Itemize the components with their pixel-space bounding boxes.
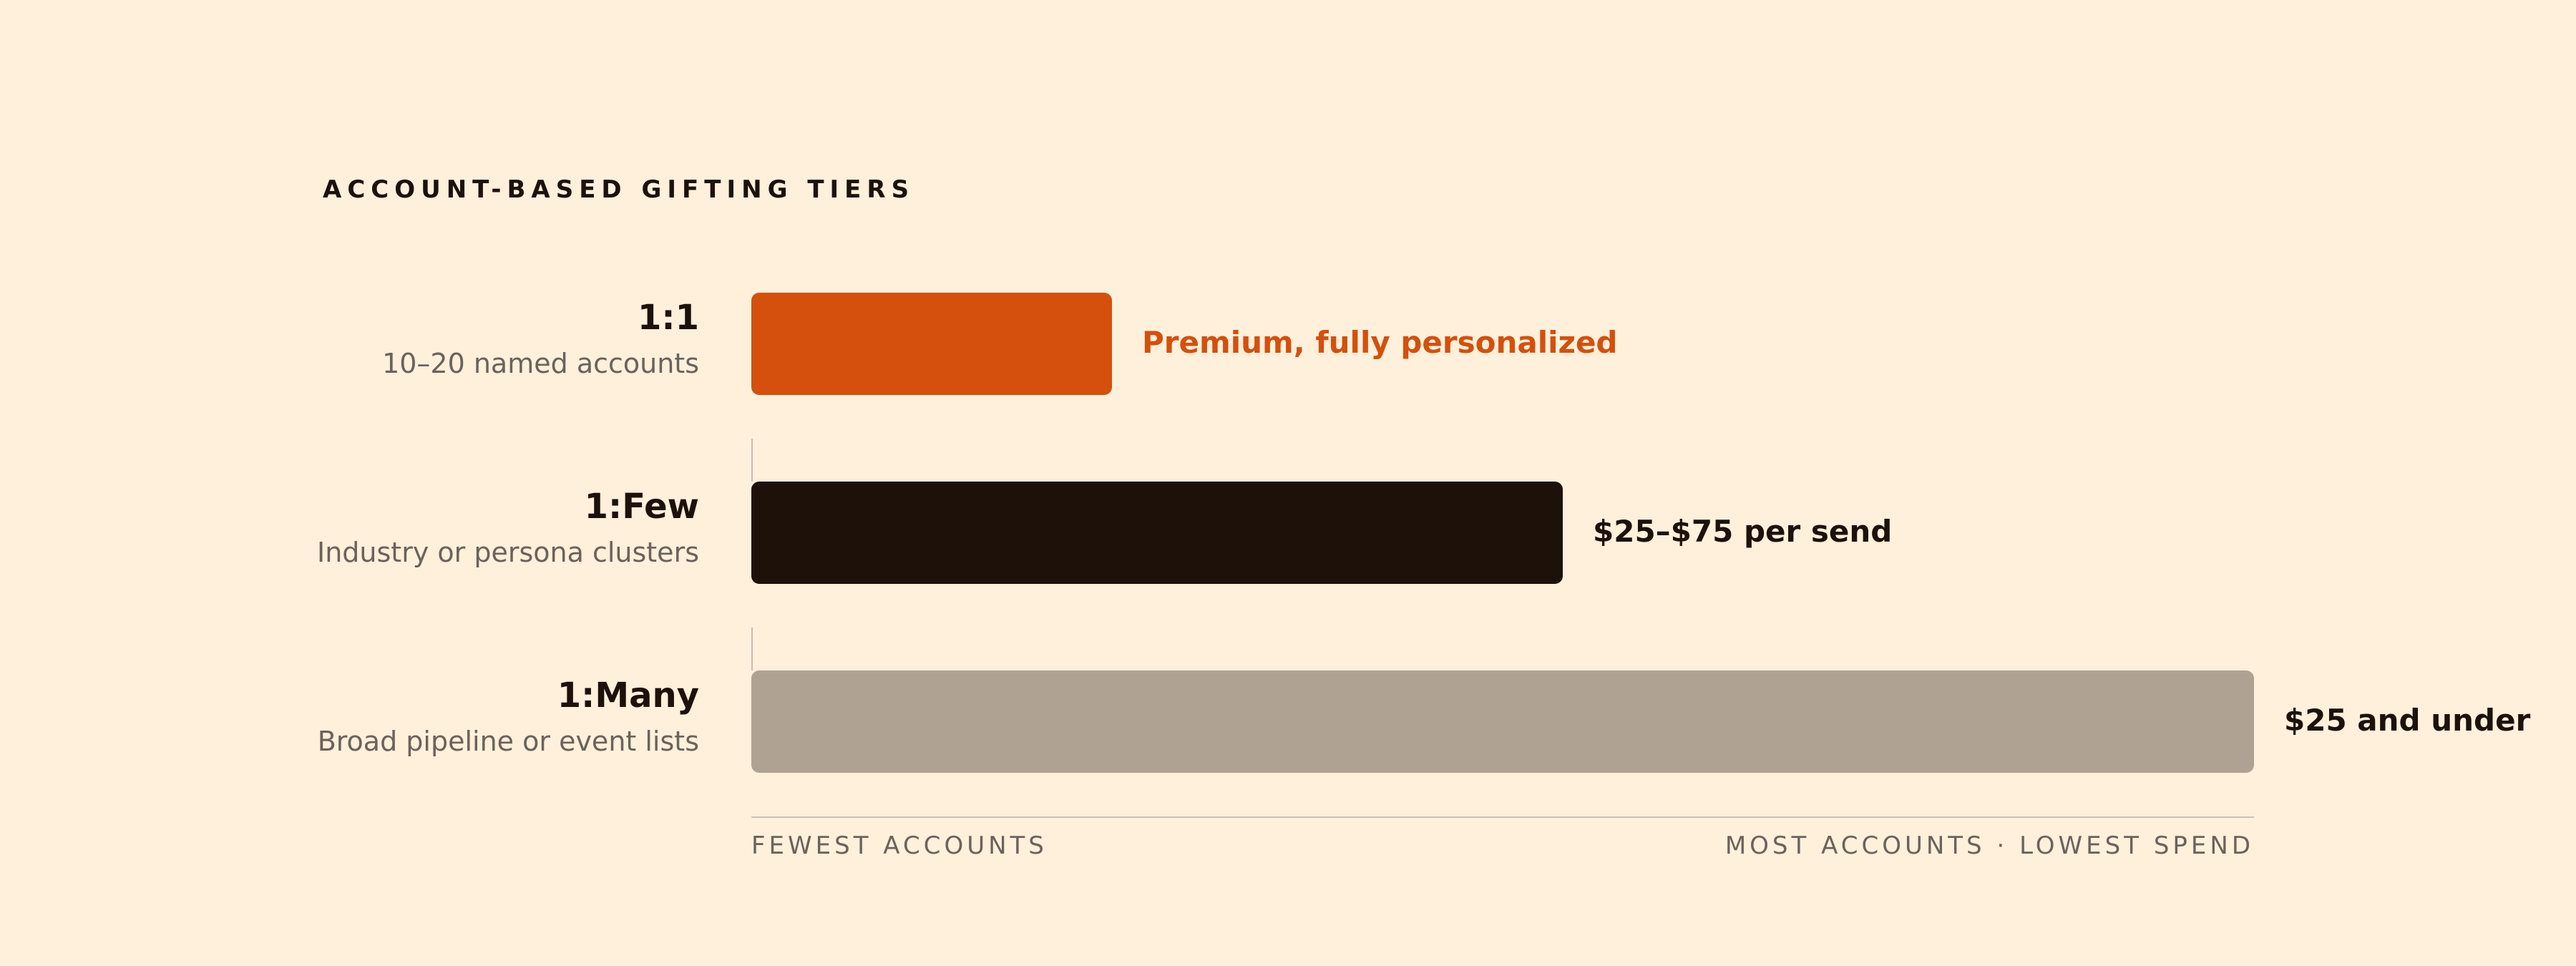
x-axis-right-label: MOST ACCOUNTS · LOWEST SPEND: [1724, 831, 2254, 860]
tier-description: Industry or persona clusters: [317, 537, 699, 568]
bar-label-1-1: Premium, fully personalized: [1142, 325, 1618, 360]
bar-label-1-few: $25–$75 per send: [1593, 514, 1893, 549]
row-label-1-few: 1:Few Industry or persona clusters: [317, 489, 699, 568]
tier-description: Broad pipeline or event lists: [317, 726, 699, 757]
x-axis-left-label: FEWEST ACCOUNTS: [751, 831, 1048, 860]
x-axis-line: [751, 816, 2254, 818]
tier-name: 1:Few: [584, 487, 699, 527]
bar-label-1-many: $25 and under: [2284, 703, 2531, 738]
tier-description: 10–20 named accounts: [382, 348, 699, 379]
bar-1-1: [751, 293, 1112, 395]
row-label-1-many: 1:Many Broad pipeline or event lists: [318, 678, 699, 757]
chart-title: ACCOUNT-BASED GIFTING TIERS: [323, 175, 915, 204]
bar-1-few: [751, 482, 1563, 584]
row-label-1-1: 1:1 10–20 named accounts: [382, 301, 699, 379]
bar-1-many: [751, 670, 2254, 773]
tick-mark: [751, 439, 753, 482]
tier-name: 1:Many: [557, 675, 699, 716]
tick-mark: [751, 628, 753, 670]
tier-name: 1:1: [638, 298, 699, 338]
